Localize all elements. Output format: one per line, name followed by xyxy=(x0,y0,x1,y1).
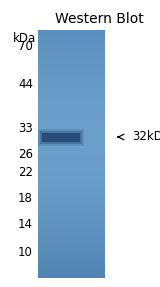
Text: 14: 14 xyxy=(18,218,33,230)
Text: Western Blot: Western Blot xyxy=(55,12,144,26)
Text: 18: 18 xyxy=(18,191,33,205)
Text: 10: 10 xyxy=(18,245,33,259)
Text: 33: 33 xyxy=(18,121,33,135)
Text: 22: 22 xyxy=(18,166,33,179)
Bar xyxy=(38,129,84,146)
Text: 44: 44 xyxy=(18,77,33,90)
Bar xyxy=(40,131,82,144)
Text: 70: 70 xyxy=(18,40,33,53)
Text: kDa: kDa xyxy=(13,32,36,45)
Bar xyxy=(42,133,80,142)
Text: 26: 26 xyxy=(18,148,33,162)
Text: 32kDa: 32kDa xyxy=(132,131,160,144)
